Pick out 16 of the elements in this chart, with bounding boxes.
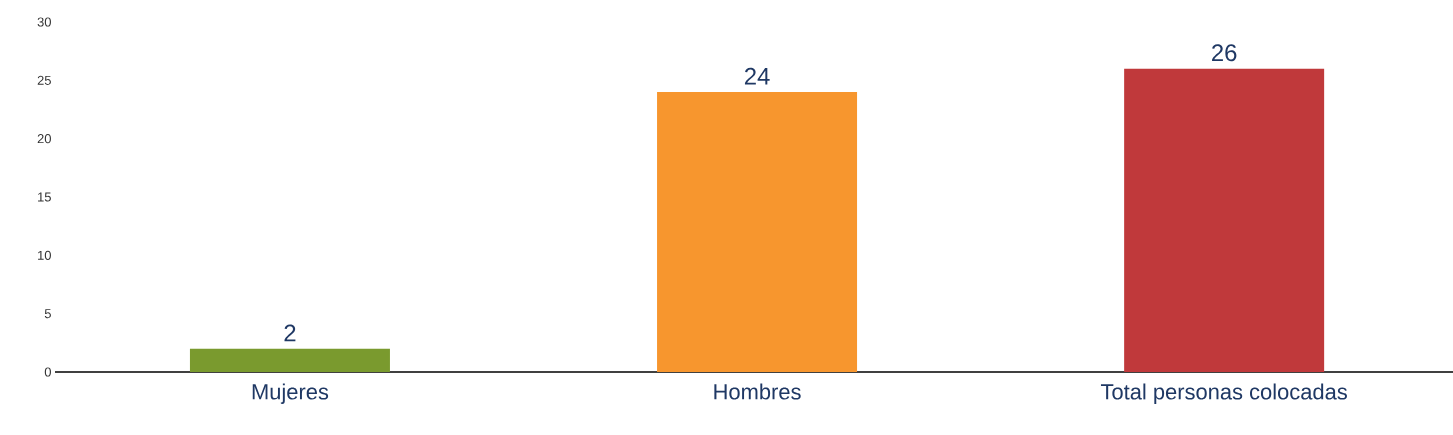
- bar: [657, 92, 858, 372]
- y-tick-label: 15: [38, 192, 51, 202]
- data-label: 2: [284, 324, 296, 342]
- bar: [1124, 68, 1325, 372]
- data-label: 26: [1212, 44, 1237, 62]
- data-label: 24: [744, 67, 770, 85]
- y-tick-label: 10: [38, 250, 51, 260]
- y-tick-label: 30: [37, 17, 51, 27]
- y-tick-label: 25: [37, 75, 51, 85]
- x-tick-label: Hombres: [714, 383, 801, 400]
- y-tick-label: 5: [44, 309, 51, 319]
- bar: [189, 348, 390, 372]
- y-tick-label: 20: [37, 134, 51, 144]
- x-tick-label: Total personas colocadas: [1100, 383, 1347, 404]
- y-tick-label: 0: [44, 367, 51, 377]
- x-tick-label: Mujeres: [252, 383, 329, 404]
